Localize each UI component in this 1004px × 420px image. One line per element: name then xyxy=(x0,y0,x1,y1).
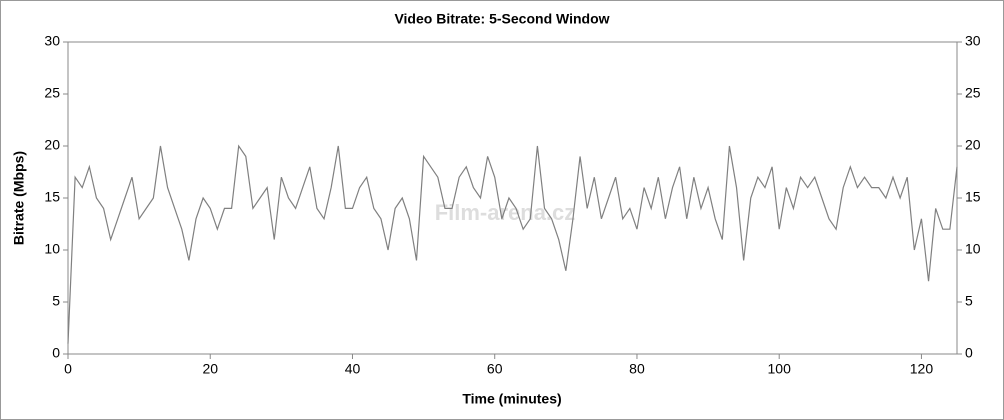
y2-tick-label: 15 xyxy=(965,189,981,205)
x-tick-label: 120 xyxy=(910,361,934,377)
y-axis-label: Bitrate (Mbps) xyxy=(11,151,27,245)
y2-tick-label: 5 xyxy=(965,293,973,309)
x-axis-label: Time (minutes) xyxy=(462,391,561,407)
bitrate-line xyxy=(67,144,958,344)
x-tick-label: 40 xyxy=(345,361,361,377)
x-tick-label: 100 xyxy=(768,361,792,377)
y-tick-label: 0 xyxy=(52,345,60,361)
y2-tick-label: 10 xyxy=(965,241,981,257)
y-tick-label: 15 xyxy=(44,189,60,205)
y2-tick-label: 0 xyxy=(965,345,973,361)
y-tick-label: 30 xyxy=(44,33,60,49)
y-tick-label: 5 xyxy=(52,293,60,309)
y-tick-label: 25 xyxy=(44,85,60,101)
watermark: Film-arena.cz xyxy=(435,200,576,225)
chart-title: Video Bitrate: 5-Second Window xyxy=(394,11,609,27)
x-tick-label: 20 xyxy=(202,361,218,377)
y2-tick-label: 25 xyxy=(965,85,981,101)
x-tick-label: 60 xyxy=(487,361,503,377)
y-tick-label: 10 xyxy=(44,241,60,257)
plot-area xyxy=(67,41,958,355)
y2-tick-label: 30 xyxy=(965,33,981,49)
x-tick-label: 80 xyxy=(629,361,645,377)
y2-tick-label: 20 xyxy=(965,137,981,153)
x-tick-label: 0 xyxy=(64,361,72,377)
y-tick-label: 20 xyxy=(44,137,60,153)
